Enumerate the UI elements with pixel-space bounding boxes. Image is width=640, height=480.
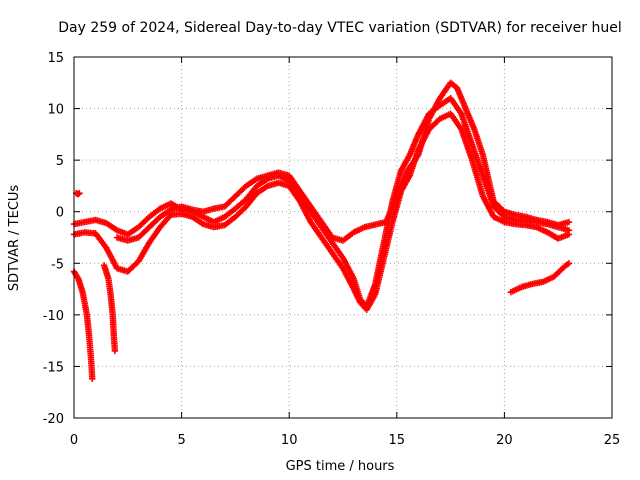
data-point [89, 375, 96, 383]
series-track-drop-a [70, 268, 96, 383]
data-point [76, 189, 83, 197]
x-tick-label: 20 [496, 433, 513, 448]
axis-ticks [73, 56, 613, 419]
series-track-late [507, 260, 573, 296]
y-tick-label: 10 [47, 103, 64, 118]
x-tick-label: 5 [177, 433, 185, 448]
series-track-drop-b [100, 262, 119, 355]
y-tick-label: 0 [56, 206, 64, 221]
data-point [75, 190, 82, 198]
y-tick-label: 15 [47, 51, 64, 66]
data-point [565, 260, 573, 267]
data-markers [70, 79, 573, 383]
data-point [565, 218, 573, 226]
tick-labels: 0 5 10 15 20 25 15 10 5 0 -5 -10 -15 -20 [43, 51, 621, 448]
x-tick-label: 10 [281, 433, 298, 448]
plot-frame [73, 56, 613, 419]
x-axis-label: GPS time / hours [286, 459, 395, 474]
y-tick-label: -5 [51, 257, 64, 272]
data-point [111, 347, 119, 355]
x-tick-label: 15 [389, 433, 406, 448]
y-tick-label: -20 [43, 412, 64, 427]
data-point [565, 231, 573, 238]
y-axis-label: SDTVAR / TECUs [7, 185, 22, 292]
series-track-early-spike [72, 189, 83, 198]
y-tick-label: -10 [43, 309, 64, 324]
series-track-main-c [113, 79, 573, 244]
x-tick-label: 0 [70, 433, 78, 448]
y-tick-label: -15 [43, 360, 64, 375]
series-track-main-a [70, 95, 573, 310]
x-tick-label: 25 [604, 433, 621, 448]
chart-title: Day 259 of 2024, Sidereal Day-to-day VTE… [58, 20, 621, 36]
y-tick-label: 5 [56, 154, 64, 169]
